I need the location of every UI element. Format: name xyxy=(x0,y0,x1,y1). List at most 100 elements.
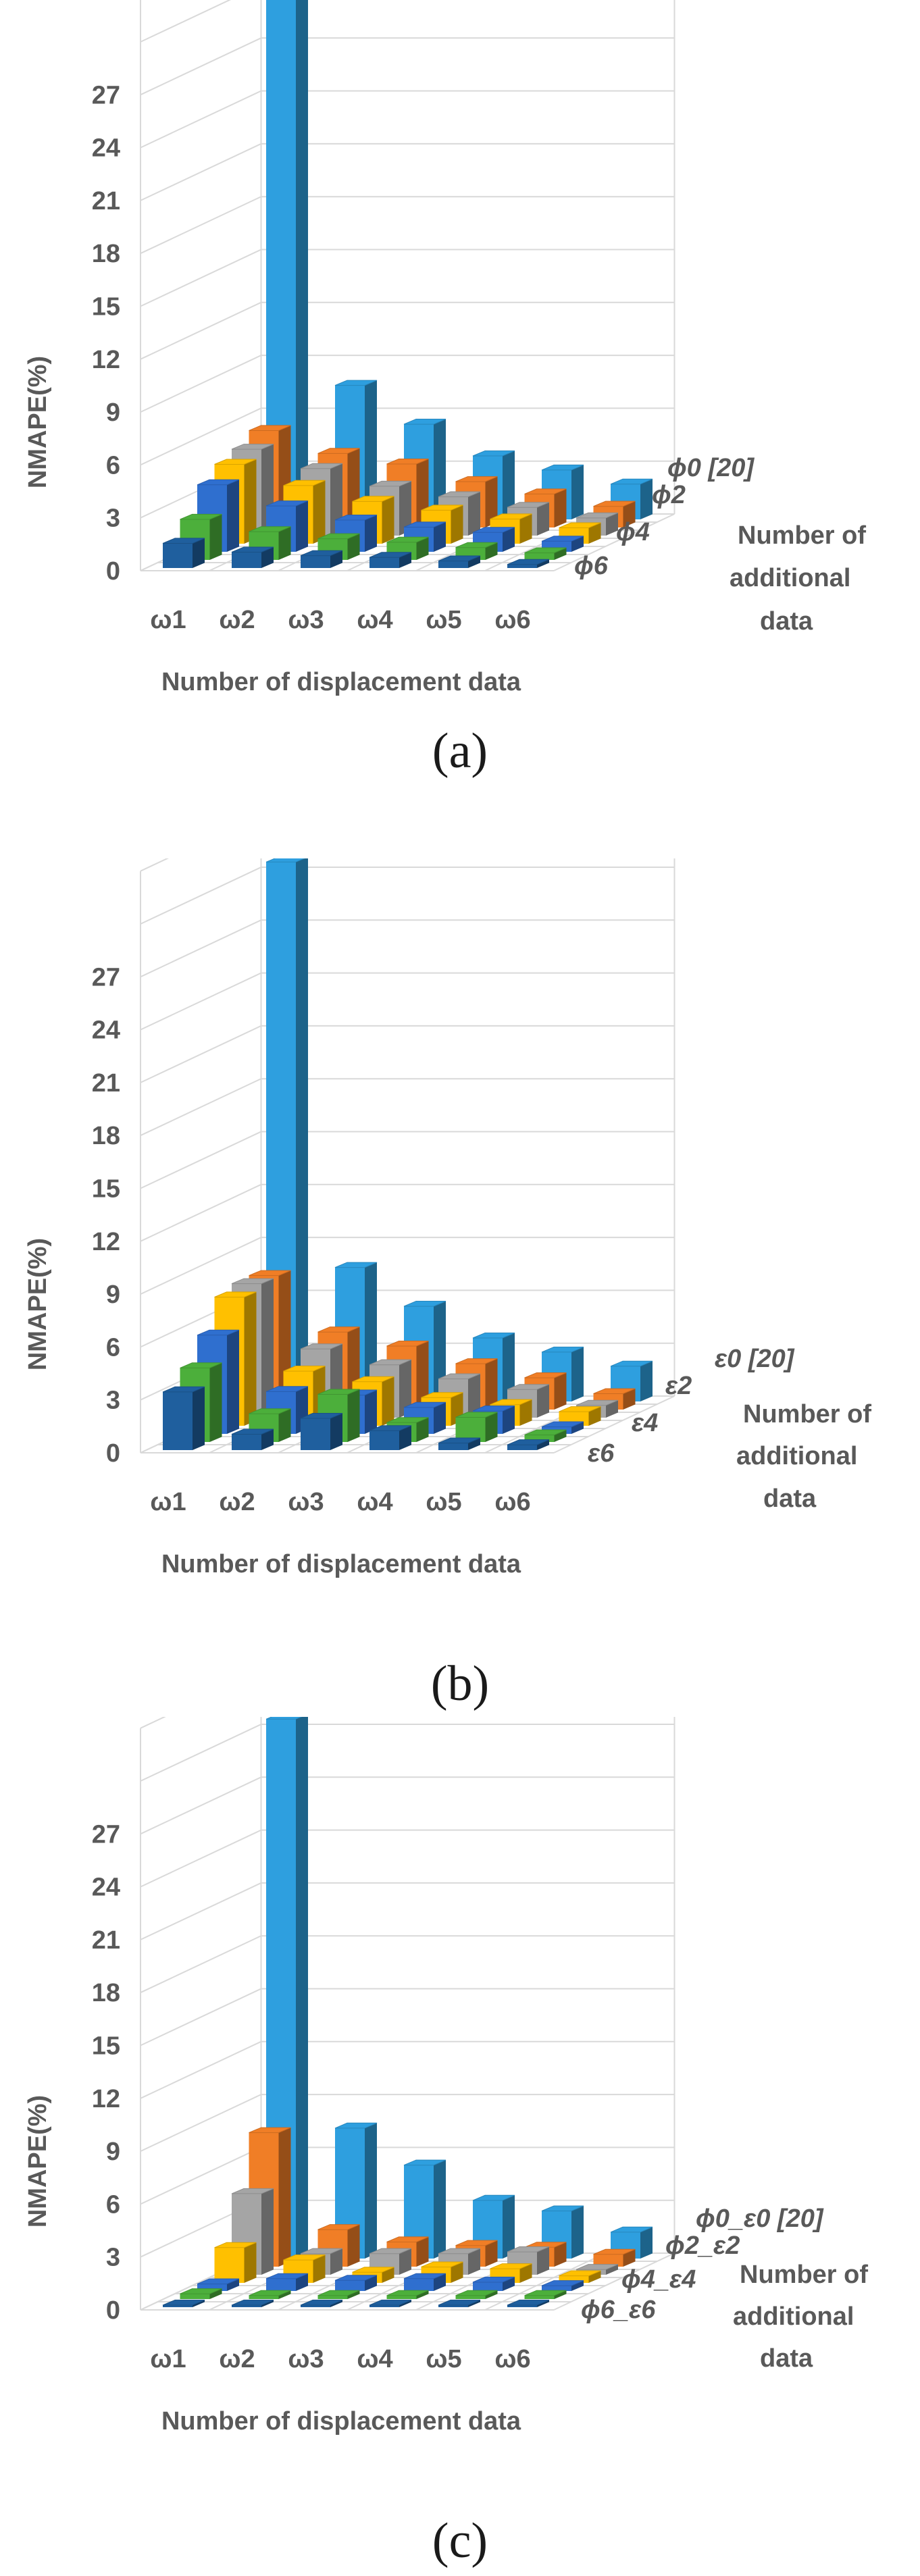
gridline xyxy=(140,196,675,255)
bar-side xyxy=(554,1430,567,1442)
bar-top xyxy=(541,2280,584,2286)
bar-top xyxy=(162,538,205,544)
bar-side xyxy=(485,2240,498,2267)
bar-ϕ4_ε4-ω5 xyxy=(472,2276,515,2291)
bar-side xyxy=(296,500,308,552)
chart-b-svg: 0 3 6 9 12 15 18 21 24 27 NMAPE(%) ω1 ω2 ω3 ω4 ω5 ω6 Numb… xyxy=(24,858,871,1578)
y-tick-label: 27 xyxy=(92,1820,120,1849)
bar-front xyxy=(524,2295,555,2299)
bar-front xyxy=(369,2305,399,2307)
bar-top xyxy=(472,2276,515,2283)
series-label: ϕ2_ε2 xyxy=(665,2232,740,2260)
gridline xyxy=(140,301,675,360)
x-tick-label: ω2 xyxy=(219,2345,255,2373)
bar-front xyxy=(266,0,296,519)
bar-front xyxy=(386,2295,417,2299)
bar-top xyxy=(352,1376,394,1383)
bar-side xyxy=(347,534,360,560)
bar-side xyxy=(606,1400,618,1418)
bar-side xyxy=(503,1406,515,1434)
bar-side xyxy=(244,459,257,544)
bar-side xyxy=(503,527,515,552)
bar-top xyxy=(369,2299,412,2306)
bar-side xyxy=(485,1412,498,1442)
bar-top xyxy=(593,1388,636,1394)
x-tick-label: ω6 xyxy=(494,606,530,634)
bar-side xyxy=(193,538,205,568)
x-tick-label: ω3 xyxy=(288,1488,324,1516)
bar-top xyxy=(559,2270,601,2277)
bar-top xyxy=(214,459,257,465)
floor-line xyxy=(484,2252,606,2311)
bar-top xyxy=(386,2290,429,2296)
bar-side xyxy=(571,2280,584,2291)
bar-front xyxy=(507,2305,537,2307)
bar-side xyxy=(451,505,463,544)
bar-top xyxy=(455,476,498,482)
bars xyxy=(162,858,653,1450)
bar-top xyxy=(403,1301,446,1307)
bar-side xyxy=(588,1406,601,1426)
y-tick-label: 3 xyxy=(106,2244,120,2272)
gridline xyxy=(140,1829,675,1888)
bar-top xyxy=(403,419,446,425)
y-ticks: 0 3 6 9 12 15 18 21 24 27 xyxy=(92,1820,120,2325)
z-axis-title: Number of additional data xyxy=(736,1400,871,1513)
bar-top xyxy=(524,2290,567,2296)
bar-top xyxy=(559,522,601,528)
bar-side xyxy=(278,1408,291,1442)
gridline xyxy=(140,2040,675,2099)
bar-ϕ0 [20]-ω1 xyxy=(266,0,308,519)
bar-ϕ6-ω6 xyxy=(507,559,550,568)
bar-ε0 [20]-ω1 xyxy=(265,858,308,1401)
bar-side xyxy=(296,858,308,1401)
gridline xyxy=(140,2094,675,2153)
bar-ϕ4_ε4-ω3 xyxy=(334,2275,378,2291)
series-label: ϕ4 xyxy=(616,518,650,546)
y-tick-label: 12 xyxy=(92,2085,120,2113)
bar-ε6-ω5 xyxy=(438,1437,481,1450)
bar-top xyxy=(265,2273,309,2279)
bar-side xyxy=(261,1279,274,1418)
bar-side xyxy=(347,2290,360,2299)
bar-side xyxy=(193,1387,205,1450)
bar-front xyxy=(301,2305,330,2307)
bar-top xyxy=(490,1399,532,1406)
bar-top xyxy=(334,515,378,521)
bar-top xyxy=(472,2194,515,2201)
bar-front xyxy=(301,1418,330,1450)
bar-top xyxy=(576,1399,619,1406)
gridline xyxy=(140,1882,675,1940)
bar-top xyxy=(524,547,567,554)
bar-side xyxy=(416,2236,429,2267)
bar-front xyxy=(163,2305,193,2307)
bar-top xyxy=(455,1358,498,1364)
bar-side xyxy=(468,556,480,568)
bar-top xyxy=(455,542,498,548)
x-tick-label: ω5 xyxy=(426,1488,461,1516)
gridline xyxy=(140,867,675,925)
bar-ε5-ω5 xyxy=(455,1412,498,1442)
y-tick-label: 15 xyxy=(92,293,120,321)
bar-top xyxy=(317,533,360,540)
bar-top xyxy=(214,2242,257,2248)
y-tick-label: 15 xyxy=(92,2032,120,2061)
bar-top xyxy=(231,2188,274,2194)
gridline xyxy=(140,143,675,201)
x-tick-label: ω1 xyxy=(150,1488,186,1516)
bar-front xyxy=(232,552,261,568)
bar-side xyxy=(571,465,584,519)
series-label: ε2 xyxy=(665,1372,692,1400)
bar-top xyxy=(593,2248,636,2255)
bar-top xyxy=(317,2224,360,2230)
chart-a-svg: 0 3 6 9 12 15 18 21 24 27 NMAPE(%) ω1 ω2 ω3 ω4 ω5 ω6 Numb… xyxy=(24,0,866,696)
bar-top xyxy=(524,1372,567,1379)
panel-label-c: (c) xyxy=(432,2513,488,2569)
bar-top xyxy=(541,464,584,471)
bar-side xyxy=(468,2248,480,2275)
chart-panel-b: 0 3 6 9 12 15 18 21 24 27 NMAPE(%) ω1 ω2 ω3 ω4 ω5 ω6 Numb… xyxy=(0,858,920,1717)
bar-side xyxy=(640,479,653,519)
bar-top xyxy=(472,1406,515,1412)
y-tick-label: 18 xyxy=(92,1122,120,1150)
y-tick-label: 21 xyxy=(92,187,120,215)
